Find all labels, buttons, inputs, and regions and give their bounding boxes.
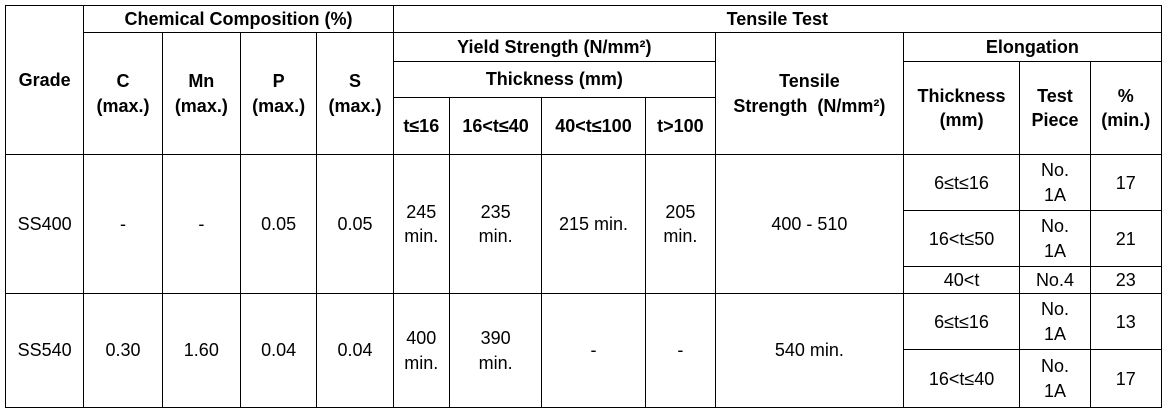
thickness-t1-header: t≤16 [392,96,450,156]
thickness-t3-header: 40<t≤100 [541,96,646,156]
elongation-thickness-cell: 6≤t≤16 [902,154,1021,212]
elongation-header: Elongation [902,32,1163,63]
mn-header: Mn (max.) [161,32,241,156]
yield-t3-cell: - [541,293,646,408]
yield-value: 245 [406,201,437,222]
s-max-label: (max.) [328,95,382,116]
header-row-2: C (max.) Mn (max.) P (max.) S (max.) Yie… [6,32,1163,156]
header-row-1: Grade Chemical Composition (%) Tensile T… [4,4,1163,156]
elongation-percent-cell: 21 [1089,210,1163,267]
yield-value: 390 [480,328,511,349]
p-max-label: (max.) [252,95,306,116]
p-cell: 0.05 [239,154,318,295]
tensile-strength-label-2: Strength (N/mm²) [733,95,886,116]
yield-t1-cell: 245 min. [392,154,450,295]
mn-cell: 1.60 [161,293,241,408]
test-piece-label-1: Test [1037,85,1073,106]
thickness-header: Thickness (mm) [392,61,717,98]
elongation-thickness-label-1: Thickness [917,85,1006,106]
grade-cell: SS540 [4,293,85,408]
test-piece-line-1: No. [1040,160,1069,181]
tensile-test-header: Tensile Test [392,4,1163,34]
p-cell: 0.04 [239,293,318,408]
table-row: 16<t≤50 No. 1A 21 [6,210,1163,267]
chemical-composition-header: Chemical Composition (%) [83,4,394,34]
yield-strength-header: Yield Strength (N/mm²) [392,32,717,63]
yield-min-label: min. [663,226,698,247]
yield-min-label: min. [478,226,513,247]
grade-header: Grade [4,4,85,156]
c-cell: - [83,154,163,295]
c-max-label: (max.) [96,95,150,116]
yield-min-label: min. [404,226,439,247]
elongation-thickness-cell: 40<t [902,265,1021,295]
thickness-t2-header: 16<t≤40 [448,96,543,156]
p-label: P [272,71,285,92]
p-header: P (max.) [239,32,318,156]
tensile-strength-header: Tensile Strength (N/mm²) [715,32,904,156]
table-row: SS400 - - 0.05 0.05 245 min. 235 min. 21… [4,154,1163,295]
test-piece-cell: No. 1A [1019,293,1091,351]
elongation-thickness-cell: 6≤t≤16 [902,293,1021,351]
yield-t3-cell: 215 min. [541,154,646,295]
c-header: C (max.) [83,32,163,156]
yield-t4-cell: - [644,293,717,408]
tensile-strength-cell: 540 min. [715,293,904,408]
mn-label: Mn [188,71,215,92]
yield-value: 205 [665,201,696,222]
test-piece-line-1: No. [1040,216,1069,237]
mn-max-label: (max.) [174,95,228,116]
elongation-percent-cell: 13 [1089,293,1163,351]
yield-min-label: min. [478,352,513,373]
yield-t2-cell: 390 min. [448,293,543,408]
steel-spec-table: Grade Chemical Composition (%) Tensile T… [4,4,1163,408]
table-row: 16<t≤40 No. 1A 17 [6,349,1163,408]
grade-cell: SS400 [4,154,85,295]
percent-label-1: % [1117,85,1134,106]
mn-cell: - [161,154,241,295]
test-piece-cell: No. 1A [1019,349,1091,408]
s-label: S [348,71,361,92]
elongation-thickness-cell: 16<t≤40 [902,349,1021,408]
test-piece-cell: No.4 [1019,265,1091,295]
yield-t4-cell: 205 min. [644,154,717,295]
tensile-strength-label-1: Tensile [779,71,840,92]
elongation-thickness-label-2: (mm) [939,110,984,131]
elongation-percent-cell: 17 [1089,154,1163,212]
yield-value: 235 [480,201,511,222]
table-row: SS540 0.30 1.60 0.04 0.04 400 min. 390 m… [4,293,1163,408]
s-cell: 0.04 [316,293,394,408]
yield-min-label: min. [404,352,439,373]
test-piece-cell: No. 1A [1019,210,1091,267]
elongation-percent-cell: 23 [1089,265,1163,295]
test-piece-header: Test Piece [1019,61,1091,156]
test-piece-line-2: 1A [1043,240,1066,261]
tensile-strength-cell: 400 - 510 [715,154,904,295]
test-piece-line-1: No. [1040,299,1069,320]
table-row: 40<t No.4 23 [6,265,1163,295]
yield-t2-cell: 235 min. [448,154,543,295]
thickness-t4-header: t>100 [644,96,717,156]
elongation-thickness-cell: 16<t≤50 [902,210,1021,267]
s-cell: 0.05 [316,154,394,295]
test-piece-label-2: Piece [1031,110,1079,131]
percent-label-2: (min.) [1101,110,1151,131]
yield-t1-cell: 400 min. [392,293,450,408]
yield-value: 400 [406,328,437,349]
percent-header: % (min.) [1089,61,1163,156]
elongation-percent-cell: 17 [1089,349,1163,408]
test-piece-line-2: 1A [1043,380,1066,401]
test-piece-line-2: 1A [1043,184,1066,205]
c-label: C [116,71,130,92]
s-header: S (max.) [316,32,394,156]
header-row-4: t≤16 16<t≤40 40<t≤100 t>100 [6,96,1162,156]
test-piece-cell: No. 1A [1019,154,1091,212]
test-piece-line-2: 1A [1043,323,1066,344]
test-piece-line-1: No. [1040,356,1069,377]
header-row-3: Thickness (mm) Thickness (mm) Test Piece… [6,61,1163,156]
elongation-thickness-header: Thickness (mm) [902,61,1021,156]
c-cell: 0.30 [83,293,163,408]
